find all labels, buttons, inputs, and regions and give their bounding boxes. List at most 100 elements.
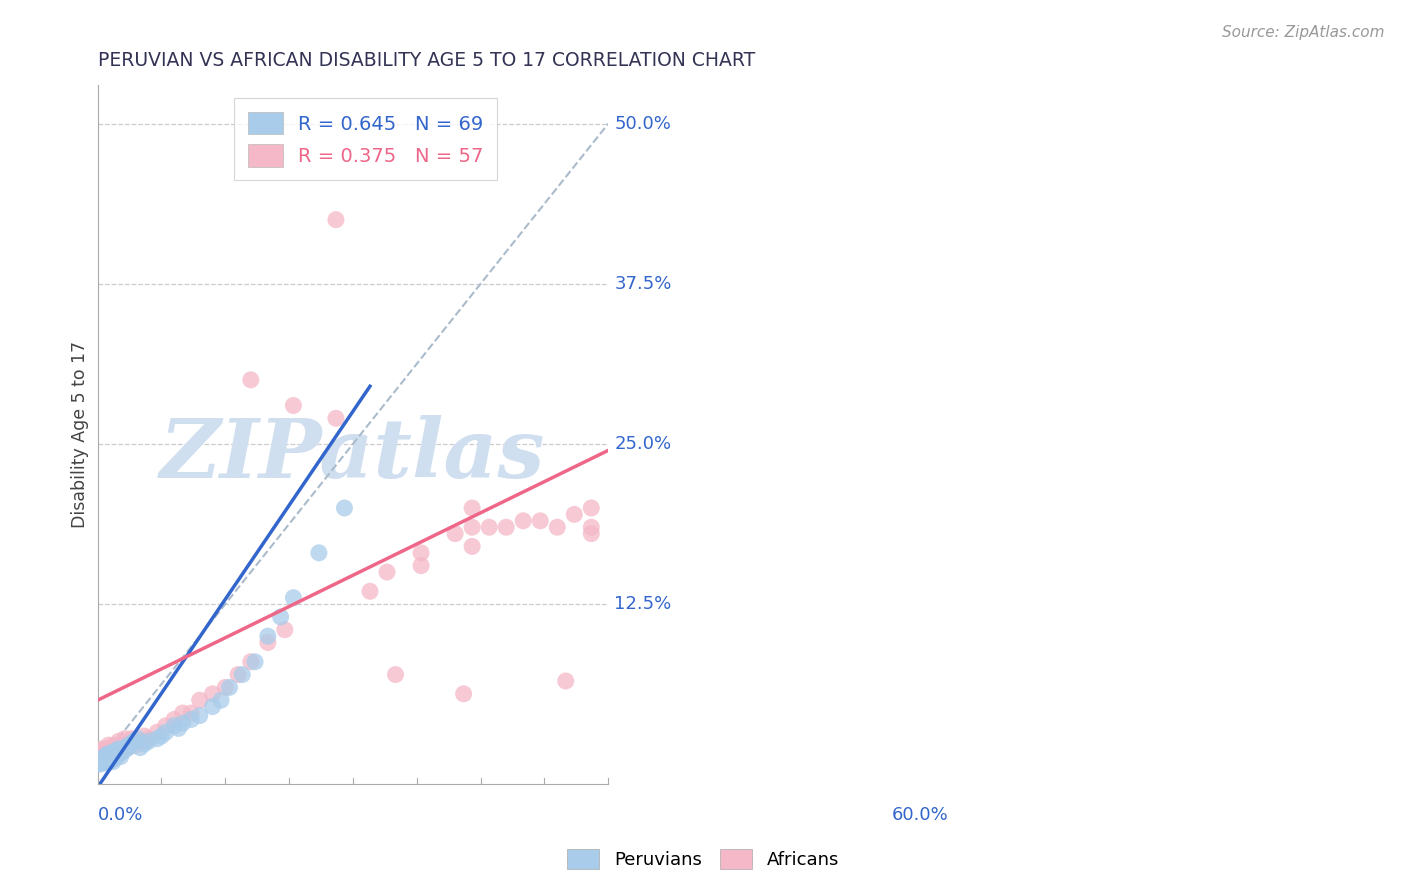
Point: [97, 749, 120, 764]
Point: [90, 752, 112, 766]
Point: [270, 610, 292, 624]
Point: [101, 748, 124, 763]
Point: [89, 757, 111, 772]
Point: [554, 673, 576, 688]
Point: [180, 706, 202, 720]
Point: [201, 687, 224, 701]
Legend: Peruvians, Africans: Peruvians, Africans: [558, 839, 848, 879]
Point: [214, 681, 236, 695]
Point: [96, 754, 118, 768]
Point: [409, 558, 432, 573]
Point: [648, 681, 671, 695]
Point: [100, 751, 122, 765]
Point: [101, 744, 124, 758]
Point: [89, 755, 111, 769]
Point: [98, 740, 121, 755]
Point: [129, 740, 152, 755]
Point: [121, 737, 143, 751]
Point: [94, 756, 117, 770]
Point: [93, 755, 115, 769]
Point: [283, 591, 305, 605]
Point: [581, 526, 603, 541]
Point: [112, 744, 135, 758]
Point: [97, 755, 120, 769]
Text: 25.0%: 25.0%: [614, 435, 672, 453]
Point: [98, 748, 121, 763]
Point: [93, 754, 115, 768]
Point: [94, 748, 117, 763]
Point: [495, 520, 517, 534]
Point: [243, 655, 266, 669]
Point: [562, 508, 585, 522]
Point: [172, 716, 194, 731]
Point: [112, 738, 135, 752]
Point: [97, 747, 120, 761]
Point: [256, 635, 278, 649]
Point: [117, 738, 139, 752]
Point: [218, 681, 240, 695]
Point: [478, 520, 501, 534]
Point: [101, 755, 124, 769]
Point: [409, 546, 432, 560]
Point: [110, 749, 132, 764]
Point: [256, 629, 278, 643]
Point: [121, 731, 143, 746]
Point: [127, 731, 149, 746]
Point: [110, 744, 132, 758]
Point: [101, 752, 124, 766]
Point: [108, 734, 131, 748]
Point: [546, 520, 568, 534]
Point: [114, 731, 136, 746]
Point: [384, 667, 406, 681]
Point: [104, 751, 127, 765]
Point: [104, 749, 127, 764]
Point: [129, 734, 152, 748]
Point: [201, 699, 224, 714]
Point: [325, 212, 347, 227]
Point: [122, 734, 145, 748]
Point: [209, 693, 232, 707]
Legend: R = 0.645   N = 69, R = 0.375   N = 57: R = 0.645 N = 69, R = 0.375 N = 57: [235, 98, 498, 180]
Point: [89, 744, 111, 758]
Point: [283, 399, 305, 413]
Point: [98, 752, 121, 766]
Point: [93, 751, 115, 765]
Point: [461, 520, 484, 534]
Point: [94, 749, 117, 764]
Point: [91, 754, 114, 768]
Point: [138, 734, 160, 748]
Point: [93, 744, 115, 758]
Point: [239, 373, 262, 387]
Point: [104, 744, 127, 758]
Point: [97, 738, 120, 752]
Point: [138, 731, 160, 746]
Point: [333, 501, 356, 516]
Point: [231, 667, 253, 681]
Text: Source: ZipAtlas.com: Source: ZipAtlas.com: [1222, 25, 1385, 40]
Text: 12.5%: 12.5%: [614, 595, 672, 613]
Point: [461, 540, 484, 554]
Point: [103, 747, 125, 761]
Point: [94, 742, 117, 756]
Point: [108, 747, 131, 761]
Point: [180, 713, 202, 727]
Point: [98, 754, 121, 768]
Point: [155, 719, 177, 733]
Point: [453, 687, 475, 701]
Point: [110, 744, 132, 758]
Point: [90, 742, 112, 756]
Point: [114, 740, 136, 755]
Point: [444, 526, 467, 541]
Point: [146, 725, 169, 739]
Point: [581, 520, 603, 534]
Point: [134, 737, 156, 751]
Point: [239, 655, 262, 669]
Point: [100, 746, 122, 760]
Point: [105, 748, 128, 763]
Point: [105, 746, 128, 760]
Point: [308, 546, 330, 560]
Point: [359, 584, 381, 599]
Point: [188, 693, 211, 707]
Point: [581, 501, 603, 516]
Point: [87, 756, 110, 770]
